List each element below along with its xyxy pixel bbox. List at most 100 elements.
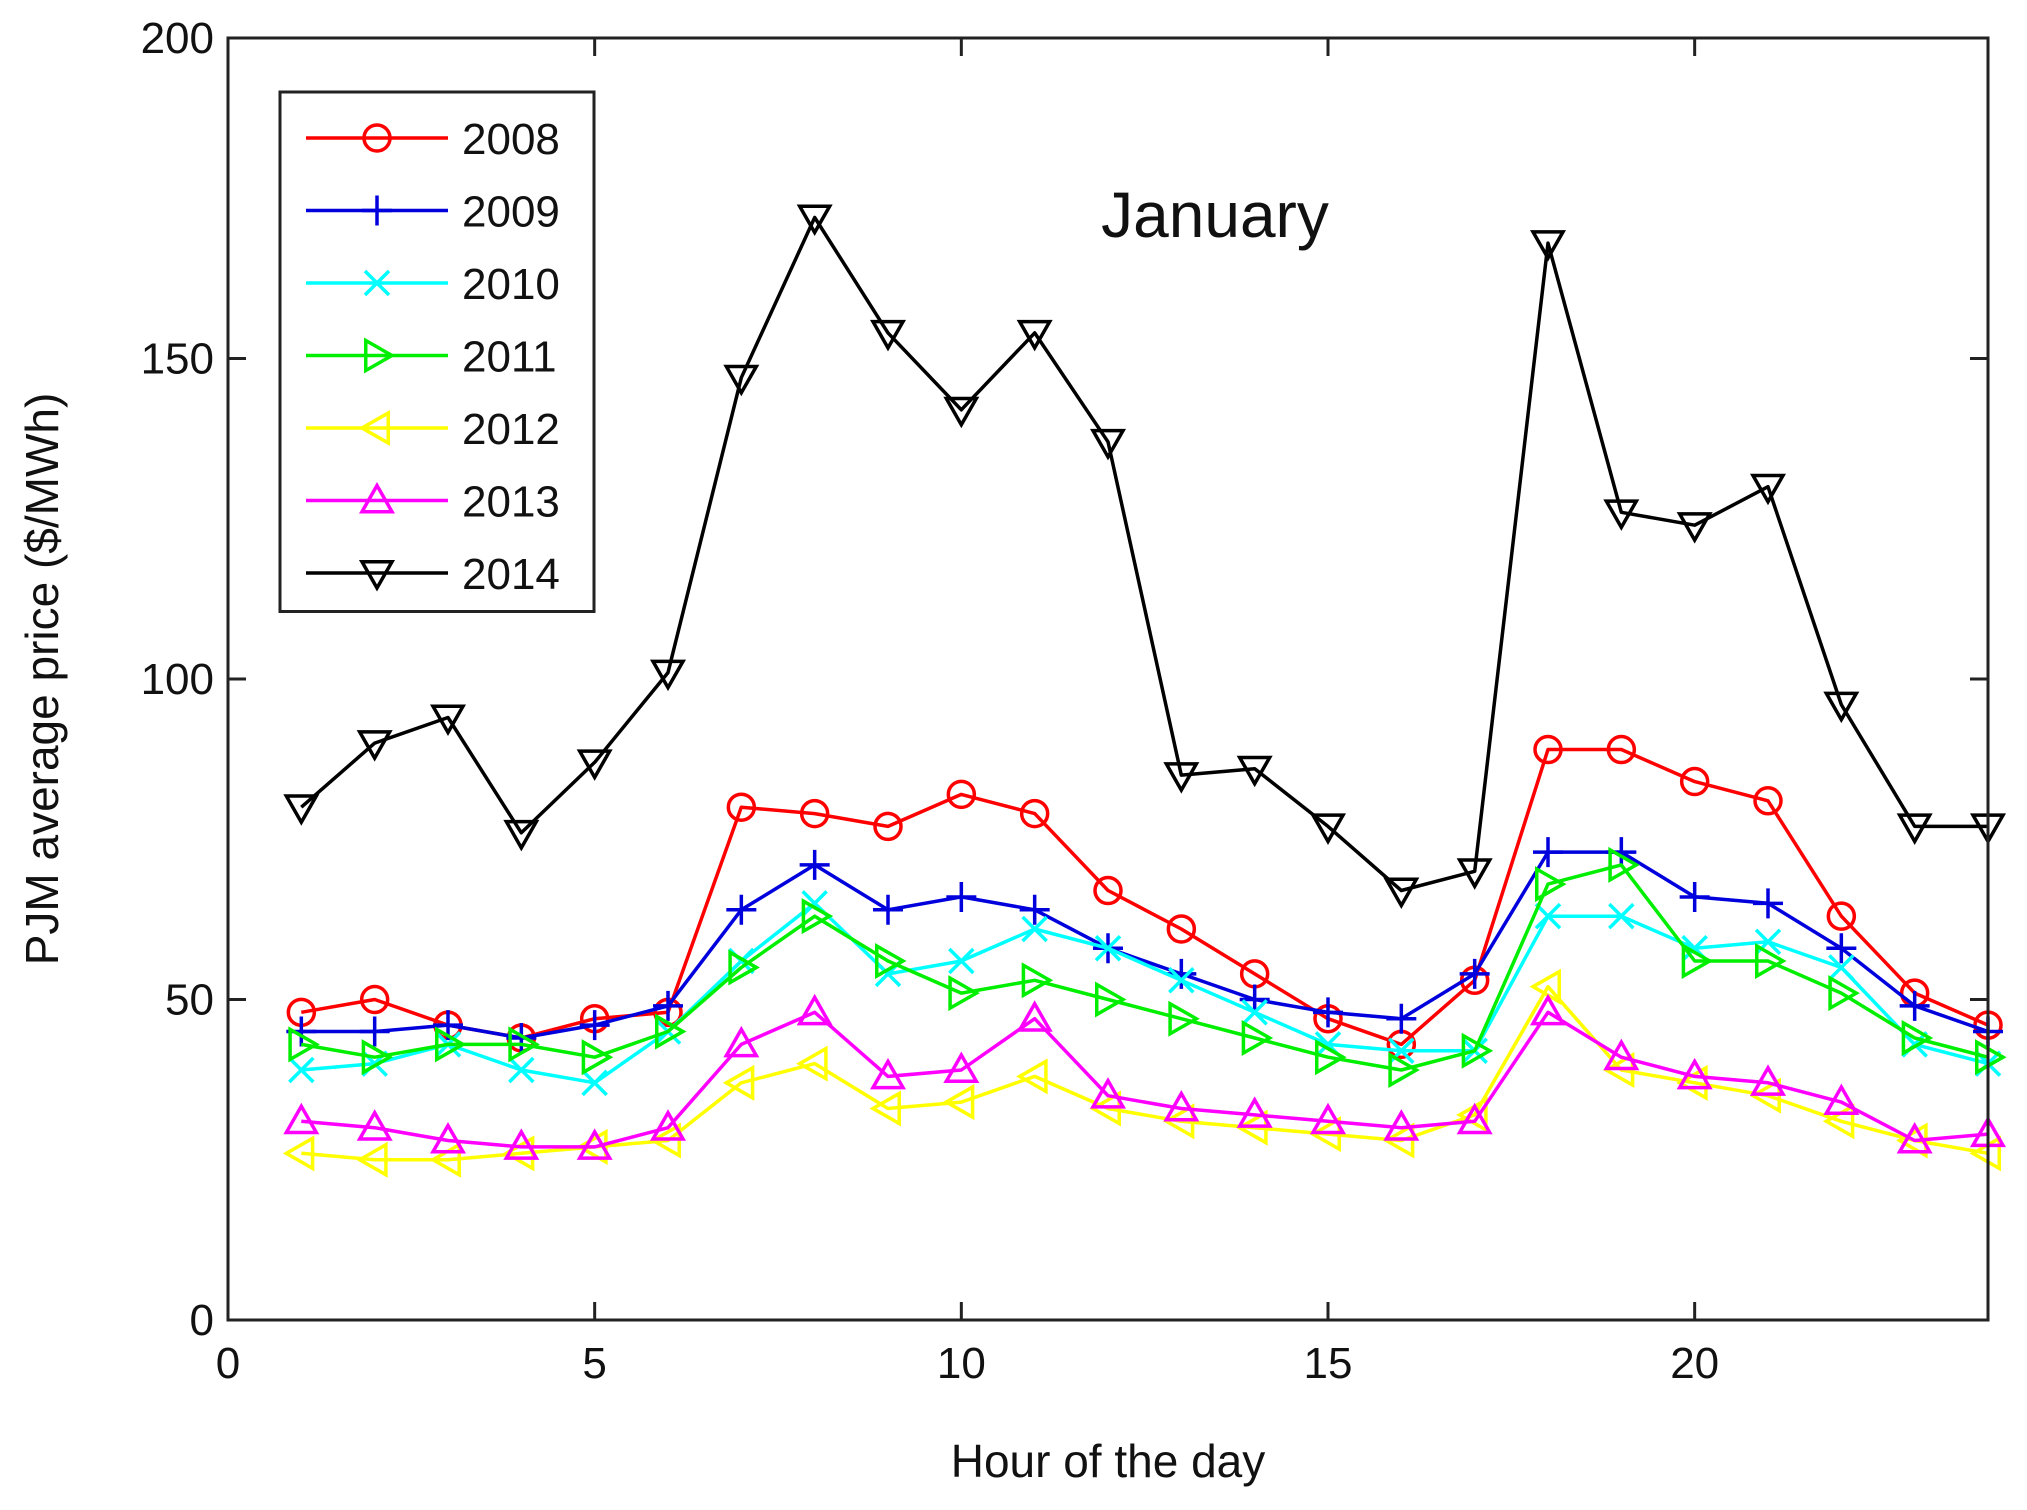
series-line-2013 [301,1010,1989,1149]
data-point-2010-18 [1534,902,1562,930]
data-point-2013-2 [356,1109,393,1141]
data-point-2012-7 [722,1064,755,1101]
series-2011 [288,846,2007,1089]
data-point-2014-19 [1603,499,1640,531]
data-point-2011-22 [1828,975,1860,1012]
data-point-2013-3 [429,1121,467,1154]
y-tick-label: 50 [165,976,214,1025]
data-point-2011-19 [1608,846,1640,883]
data-point-2013-5 [576,1128,613,1160]
legend-label-2010: 2010 [462,260,560,309]
legend-label-2011: 2011 [462,333,557,382]
data-point-2008-22 [1826,901,1857,931]
y-tick-label: 100 [141,655,214,704]
data-point-2014-8 [796,204,833,237]
data-point-2013-13 [1163,1089,1200,1122]
data-point-2009-23 [1899,990,1930,1021]
data-point-2014-10 [943,396,980,429]
data-point-2013-17 [1456,1102,1493,1135]
data-point-2014-20 [1676,512,1713,544]
data-point-2012-8 [796,1045,828,1082]
data-point-2013-16 [1383,1109,1420,1141]
data-point-2008-2 [359,984,390,1015]
data-point-2014-14 [1236,755,1273,788]
data-point-2011-9 [875,943,907,980]
data-point-2011-23 [1901,1019,1934,1056]
data-point-2010-4 [508,1056,535,1084]
data-point-2014-11 [1016,319,1053,352]
legend-entry-2008: 2008 [306,115,560,164]
data-point-2014-13 [1163,762,1200,794]
data-point-2009-6 [653,990,683,1021]
legend-entry-2012: 2012 [306,405,560,454]
data-point-2009-22 [1826,933,1857,964]
data-point-2013-10 [943,1051,980,1084]
data-point-2012-9 [869,1090,901,1127]
legend-marker-2014 [358,560,396,592]
legend-label-2012: 2012 [462,405,560,454]
data-point-2010-12 [1094,934,1122,962]
legend-marker-2009 [362,195,392,226]
data-point-2008-21 [1753,786,1783,816]
data-point-2013-8 [796,993,833,1026]
data-point-2011-18 [1535,866,1567,903]
legend-marker-2013 [358,481,396,514]
data-point-2014-22 [1823,691,1860,724]
data-point-2014-18 [1529,230,1567,262]
y-tick-label: 200 [141,14,214,63]
data-point-2009-5 [579,1010,610,1041]
data-point-2009-10 [946,881,977,912]
data-point-2011-12 [1095,981,1127,1018]
data-point-2012-10 [942,1084,975,1121]
data-point-2014-1 [283,794,320,826]
data-point-2014-17 [1456,858,1493,890]
data-point-2011-7 [728,949,760,986]
x-tick-label: 5 [582,1339,606,1388]
data-point-2008-11 [1019,798,1050,829]
data-point-2010-5 [581,1069,608,1097]
data-point-2011-5 [581,1039,614,1076]
data-point-2013-19 [1603,1038,1640,1071]
data-point-2008-7 [726,792,757,822]
data-point-2013-12 [1089,1077,1127,1109]
data-point-2013-20 [1676,1057,1713,1090]
data-point-2011-3 [435,1026,467,1063]
data-point-2012-1 [282,1135,315,1172]
data-point-2013-23 [1896,1121,1933,1154]
data-point-2014-7 [723,364,760,397]
series-2013 [283,993,2007,1160]
data-point-2012-18 [1529,968,1561,1005]
x-tick-label: 0 [216,1339,240,1388]
x-axis-title: Hour of the day [951,1435,1266,1487]
data-point-2014-4 [503,819,540,852]
data-point-2008-20 [1679,766,1710,797]
data-point-2009-2 [359,1016,390,1047]
data-point-2010-14 [1241,999,1268,1026]
data-point-2011-8 [801,898,834,935]
data-point-2012-2 [356,1141,388,1178]
data-point-2011-13 [1168,1000,1200,1037]
x-tick-label: 10 [937,1339,986,1388]
data-point-2013-22 [1823,1083,1860,1116]
data-point-2014-16 [1383,877,1420,910]
data-point-2011-14 [1241,1019,1274,1056]
data-point-2011-15 [1315,1039,1347,1076]
data-point-2011-10 [948,975,980,1012]
data-point-2009-18 [1533,837,1563,868]
data-point-2008-10 [946,779,977,810]
chart-annotation-month: January [1101,179,1329,251]
data-point-2014-12 [1089,428,1127,461]
data-point-2012-11 [1016,1058,1048,1095]
data-point-2009-9 [873,894,903,925]
data-point-2013-4 [503,1128,540,1160]
legend-marker-2011 [364,337,396,374]
data-point-2010-19 [1608,902,1635,930]
data-point-2009-11 [1019,894,1050,925]
data-point-2010-10 [948,947,975,975]
data-point-2010-13 [1168,967,1195,994]
data-point-2013-6 [649,1109,687,1141]
series-layer [282,204,2007,1178]
data-point-2011-6 [655,1013,687,1050]
